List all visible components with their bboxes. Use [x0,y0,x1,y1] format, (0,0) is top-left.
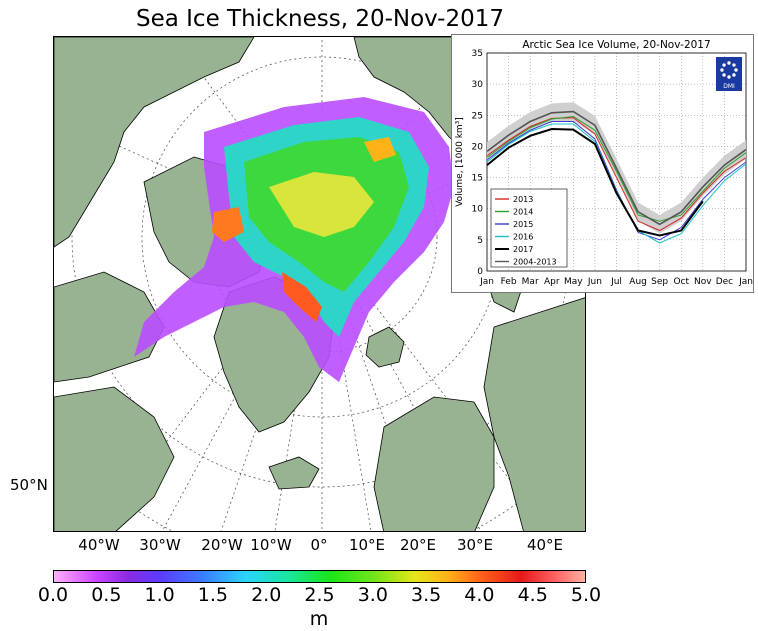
legend-label: 2016 [513,233,533,242]
x-tick-label: Jul [610,277,622,287]
land-north-america [54,37,255,248]
colorbar-tick-label: 2.5 [304,584,335,606]
dmi-logo-text: DMI [723,83,735,90]
legend-label: 2004-2013 [513,258,557,267]
colorbar [53,570,586,583]
legend-label: 2014 [513,208,533,217]
x-tick-label: Nov [694,277,712,287]
legend-label: 2017 [513,245,533,254]
colorbar-tick-label: 0.0 [37,584,69,606]
dmi-logo-dot [722,73,726,77]
series-line-2014 [486,116,747,222]
colorbar-tick-label: 4.0 [464,584,495,606]
lon-label: 40°E [526,536,564,554]
lon-label: 20°E [399,536,437,554]
chart-title: Arctic Sea Ice Volume, 20-Nov-2017 [522,39,710,51]
colorbar-unit: m [309,608,329,630]
dmi-logo-dot [734,68,738,72]
y-tick-label: 20 [472,142,484,152]
legend-label: 2013 [513,195,533,204]
x-tick-label: Feb [501,277,517,287]
y-tick-label: 10 [472,205,484,215]
x-tick-label: Aug [629,277,647,287]
ice-yellow [269,172,374,237]
colorbar-tick-label: 1.5 [197,584,228,606]
dmi-logo-dot [722,63,726,67]
y-tick-label: 30 [472,80,484,90]
land-iceland [268,456,320,490]
legend-label: 2015 [513,220,533,229]
lat-label-50n: 50°N [10,476,48,494]
colorbar-tick-label: 3.0 [357,584,388,606]
lon-label: 10°W [250,536,292,554]
series-line-2013 [486,117,747,232]
land-russia-west [483,297,585,531]
lon-label: 30°E [456,536,494,554]
x-tick-label: May [564,277,583,287]
series-line-2004-2013 [486,110,747,226]
x-tick-label: Jan [479,277,494,287]
legend-box [490,188,568,268]
colorbar-tick-label: 2.0 [251,584,282,606]
x-tick-label: Apr [544,277,560,287]
ice-red-archipelago [212,207,244,242]
series-line-2017 [486,127,704,237]
ice-red-greenland [282,272,322,322]
y-axis-label: Volume, [1000 km³] [455,117,465,207]
lon-label: 20°W [201,536,243,554]
x-tick-label: Jan [738,277,753,287]
land-svalbard [365,326,405,368]
colorbar-tick-label: 3.5 [410,584,442,606]
x-tick-label: Mar [522,277,539,287]
land-scandinavia [373,396,495,531]
colorbar-tick-label: 0.5 [91,584,122,606]
volume-chart: Arctic Sea Ice Volume, 20-Nov-2017 0 5 10 15… [455,39,753,287]
y-tick-label: 15 [472,174,483,184]
dmi-logo-dot [732,73,736,77]
dmi-logo-dot [732,63,736,67]
dmi-logo-dot [720,68,724,72]
x-tick-label: Dec [716,277,733,287]
map-title: Sea Ice Thickness, 20-Nov-2017 [135,6,504,32]
x-tick-label: Jun [587,277,602,287]
dmi-logo-dot [727,61,731,65]
lon-label: 30°W [139,536,181,554]
y-tick-label: 25 [472,111,483,121]
volume-chart-inset: Arctic Sea Ice Volume, 20-Nov-2017 0 5 10 15… [451,34,754,293]
map-canvas [54,37,585,531]
ice-orange-north [364,137,396,162]
sea-ice-field [134,97,454,382]
lon-label: 0° [310,536,328,554]
lon-label: 40°W [78,536,120,554]
y-tick-label: 5 [477,236,483,246]
dmi-logo-dot [727,75,731,79]
colorbar-tick-label: 4.5 [517,584,548,606]
x-tick-label: Oct [673,277,689,287]
colorbar-tick-label: 5.0 [570,584,602,606]
lon-label: 10°E [348,536,386,554]
colorbar-tick-label: 1.0 [144,584,175,606]
y-tick-label: 0 [477,267,483,277]
land-labrador [54,386,175,531]
y-tick-label: 35 [472,49,483,59]
x-tick-label: Sep [651,277,668,287]
